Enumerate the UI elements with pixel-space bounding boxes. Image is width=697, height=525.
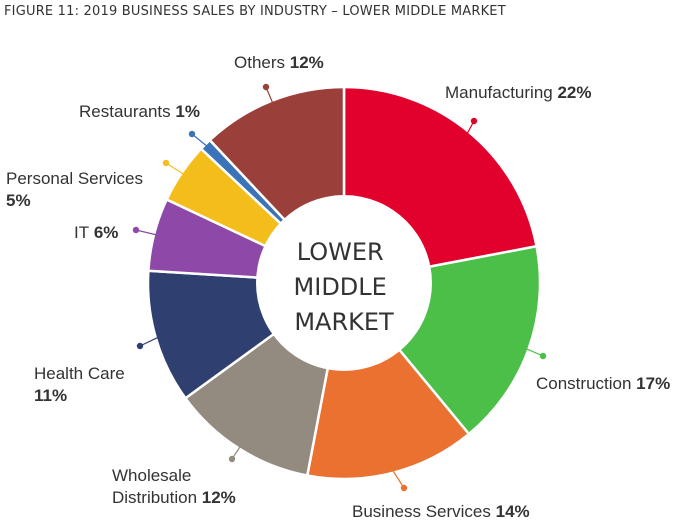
slice-label-percent: 12% [197, 488, 236, 507]
slice-label-others: Others 12% [234, 53, 324, 72]
slice-label-name: IT [74, 223, 89, 242]
slice-label-name: Wholesale [112, 466, 191, 485]
slice-label-construction: Construction 17% [536, 374, 670, 393]
slice-label-name: Construction [536, 374, 631, 393]
leader-dot-personal-services [162, 159, 170, 167]
labels-group: Manufacturing 22% Construction 17% Busines… [6, 53, 670, 521]
slice-label-manufacturing: Manufacturing 22% [445, 83, 591, 102]
figure-title: FIGURE 11: 2019 BUSINESS SALES BY INDUST… [4, 4, 506, 19]
leader-line-personal-services [165, 162, 186, 176]
slice-label-name: Distribution [112, 488, 197, 507]
leader-dot-restaurants [188, 130, 196, 138]
slice-label-health-care: Health Care 11% [34, 364, 125, 405]
leader-dot-construction [539, 352, 547, 360]
slice-label-percent: 14% [491, 502, 530, 521]
slice-label-percent: 11% [34, 386, 67, 405]
slice-label-percent: 1% [171, 102, 200, 121]
donut-hole [256, 195, 432, 371]
slice-label-it: IT 6% [74, 223, 118, 242]
leader-line-health-care [139, 336, 160, 347]
leader-line-restaurants [191, 133, 209, 148]
slice-label-name: Restaurants [79, 102, 171, 121]
leader-dot-health-care [136, 342, 144, 350]
leader-line-construction [524, 347, 544, 357]
leader-dot-wholesale-distribution [228, 455, 236, 463]
slice-label-name: Health Care [34, 364, 125, 383]
slice-label-business-services: Business Services 14% [352, 502, 530, 521]
leader-dot-others [262, 83, 270, 91]
center-label-line-2: MIDDLE [294, 273, 387, 301]
slice-label-percent: 17% [631, 374, 670, 393]
slice-label-name: Business Services [352, 502, 491, 521]
slice-label-percent: 5% [6, 191, 31, 210]
slice-label-wholesale-distribution: Wholesale Distribution 12% [112, 466, 236, 507]
center-label-line-3: MARKET [294, 308, 394, 336]
slice-label-restaurants: Restaurants 1% [79, 102, 200, 121]
leader-dot-business-services [400, 484, 408, 492]
slice-label-percent: 12% [285, 53, 324, 72]
leader-lines-group [132, 83, 547, 492]
slice-label-name: Personal Services [6, 169, 143, 188]
center-label: LOWER MIDDLE MARKET [294, 238, 395, 336]
center-label-line-1: LOWER [297, 238, 384, 266]
leader-line-business-services [391, 468, 405, 489]
slice-label-percent: 6% [89, 223, 118, 242]
leader-dot-it [132, 226, 140, 234]
slice-label-personal-services: Personal Services 5% [6, 169, 143, 210]
slice-label-name: Manufacturing [445, 83, 553, 102]
leader-line-it [135, 229, 159, 236]
slice-label-percent: 22% [553, 83, 592, 102]
leader-dot-manufacturing [470, 117, 478, 125]
slice-label-name: Others [234, 53, 285, 72]
